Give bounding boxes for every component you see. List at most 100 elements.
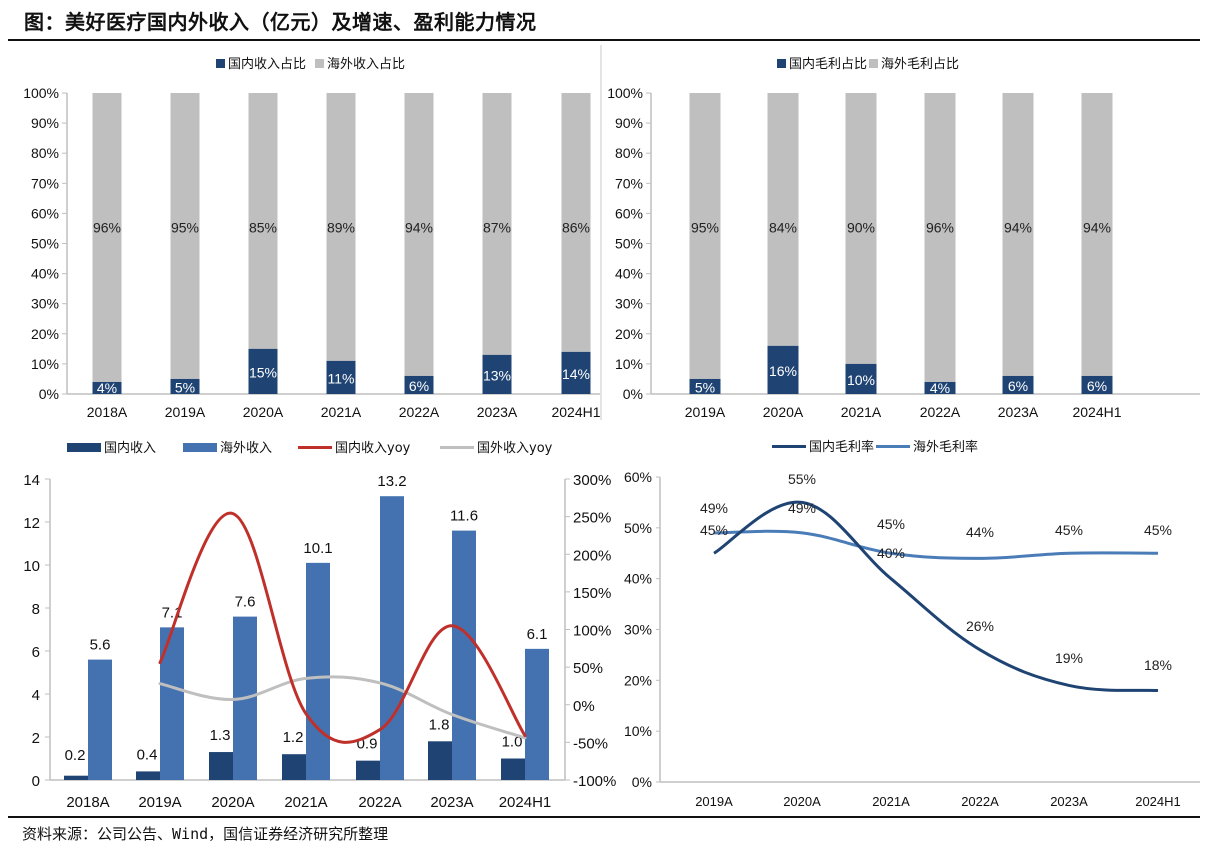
chart-gross-margin: 0% 10% 20% 30% 40% 50% 60% 2019A 2020A 2021A 2022A… xyxy=(624,439,1200,809)
bar-domestic xyxy=(767,345,799,394)
data-label-overseas-revenue: 7.6 xyxy=(235,594,256,611)
y-tick-label-right: 50% xyxy=(573,660,603,677)
data-label-domestic: 14% xyxy=(562,366,590,382)
x-tick-label: 2019A xyxy=(685,404,726,420)
bar-overseas xyxy=(170,93,200,379)
y-tick-label: 30% xyxy=(615,296,643,312)
data-label-domestic-margin: 45% xyxy=(700,522,728,538)
y-tick-label: 40% xyxy=(31,266,59,282)
legend-overseas-margin-label: 海外毛利率 xyxy=(913,439,978,455)
data-label-domestic: 4% xyxy=(930,380,950,396)
bar-overseas xyxy=(1002,93,1034,376)
bar-overseas xyxy=(924,93,956,382)
bar-overseas xyxy=(92,93,122,382)
legend-overseas-revenue-swatch xyxy=(183,443,217,452)
line-overseas-margin xyxy=(713,529,1159,560)
x-tick-label: 2021A xyxy=(841,404,882,420)
bar-overseas xyxy=(248,93,278,349)
x-tick-label: 2021A xyxy=(872,794,910,809)
y-tick-label-left: 0 xyxy=(32,773,40,790)
y-tick-label-right: 100% xyxy=(573,623,611,640)
y-tick-label-left: 10 xyxy=(23,558,40,575)
bar-overseas-revenue xyxy=(380,496,404,780)
data-label-overseas-revenue: 10.1 xyxy=(303,540,332,557)
legend-overseas-share-label: 海外收入占比 xyxy=(327,57,405,72)
bar-domestic xyxy=(482,354,512,394)
chart-revenue-growth: 0 2 4 6 8 10 12 14 -100% -50% 0% 50% 100% 150% 200% 250… xyxy=(23,440,616,811)
legend-domestic-share-swatch xyxy=(216,59,225,68)
data-label-domestic-revenue: 1.3 xyxy=(210,727,231,744)
bar-overseas-revenue xyxy=(525,648,549,780)
x-tick-label: 2023A xyxy=(477,404,518,420)
bar-domestic xyxy=(326,360,356,394)
bar-domestic xyxy=(248,348,278,394)
y-tick-label: 40% xyxy=(615,266,643,282)
legend-domestic-share-label: 国内收入占比 xyxy=(228,56,306,72)
source-note: 资料来源：公司公告、Wind，国信证券经济研究所整理 xyxy=(22,825,389,843)
bar-domestic xyxy=(1081,375,1113,394)
data-label-domestic: 4% xyxy=(97,380,117,396)
data-label-domestic-revenue: 1.2 xyxy=(283,729,304,746)
bar-overseas xyxy=(1081,93,1113,376)
y-tick-label-right: 250% xyxy=(573,510,611,527)
data-label-domestic: 6% xyxy=(1008,378,1028,394)
footer-divider xyxy=(8,816,1200,818)
y-tick-label: 0% xyxy=(632,774,652,790)
y-tick-label: 80% xyxy=(31,145,59,161)
legend-overseas-yoy-label: 国外收入yoy xyxy=(477,441,553,456)
data-label-overseas: 96% xyxy=(93,219,121,235)
y-tick-label: 20% xyxy=(624,672,652,688)
y-tick-label-left: 6 xyxy=(32,644,40,661)
y-tick-label: 70% xyxy=(615,175,643,191)
data-label-domestic-margin: 55% xyxy=(788,471,816,487)
y-tick-label: 80% xyxy=(615,145,643,161)
data-label-domestic: 5% xyxy=(695,379,715,395)
bar-domestic xyxy=(561,351,591,394)
y-tick-label-right: -100% xyxy=(573,773,616,790)
x-tick-label: 2023A xyxy=(1050,794,1088,809)
y-tick-label: 10% xyxy=(615,356,643,372)
data-label-domestic-revenue: 0.4 xyxy=(137,746,158,763)
data-label-domestic: 6% xyxy=(409,378,429,394)
y-tick-label: 70% xyxy=(31,175,59,191)
line-domestic-margin xyxy=(713,500,1159,692)
bar-overseas xyxy=(326,93,356,361)
data-label-overseas-margin: 45% xyxy=(1055,522,1083,538)
data-label-overseas: 87% xyxy=(483,219,511,235)
y-tick-label-left: 4 xyxy=(32,687,40,704)
x-tick-label: 2018A xyxy=(87,404,128,420)
data-label-overseas: 94% xyxy=(405,219,433,235)
y-tick-label-left: 14 xyxy=(23,472,40,489)
data-label-domestic-margin: 18% xyxy=(1144,657,1172,673)
data-label-domestic-margin: 26% xyxy=(966,618,994,634)
x-tick-label: 2020A xyxy=(763,404,804,420)
title-divider xyxy=(8,39,1200,41)
data-label-overseas: 95% xyxy=(691,219,719,235)
bar-overseas xyxy=(767,93,799,346)
data-label-overseas-margin: 44% xyxy=(966,524,994,540)
data-label-domestic-revenue: 1.8 xyxy=(429,716,450,733)
data-label-domestic: 6% xyxy=(1087,378,1107,394)
data-label-domestic-revenue: 0.2 xyxy=(65,747,86,764)
bar-overseas xyxy=(689,93,721,379)
x-tick-label: 2022A xyxy=(920,404,961,420)
y-tick-label: 10% xyxy=(31,356,59,372)
line-overseas-yoy xyxy=(158,675,527,740)
data-label-overseas: 90% xyxy=(847,219,875,235)
y-tick-label: 50% xyxy=(624,520,652,536)
y-tick-label: 60% xyxy=(31,205,59,221)
data-label-domestic: 5% xyxy=(175,379,195,395)
bar-domestic xyxy=(92,381,122,394)
data-label-overseas: 89% xyxy=(327,219,355,235)
y-tick-label: 30% xyxy=(624,622,652,638)
legend-overseas-gp-share-swatch xyxy=(869,59,878,68)
x-tick-label: 2022A xyxy=(961,794,999,809)
data-label-domestic: 11% xyxy=(328,370,355,386)
bar-domestic xyxy=(924,381,956,394)
data-label-overseas-revenue: 11.6 xyxy=(450,508,478,525)
y-tick-label: 10% xyxy=(624,723,652,739)
y-tick-label: 60% xyxy=(615,205,643,221)
data-label-overseas: 85% xyxy=(249,219,277,235)
x-tick-label: 2018A xyxy=(66,794,109,811)
